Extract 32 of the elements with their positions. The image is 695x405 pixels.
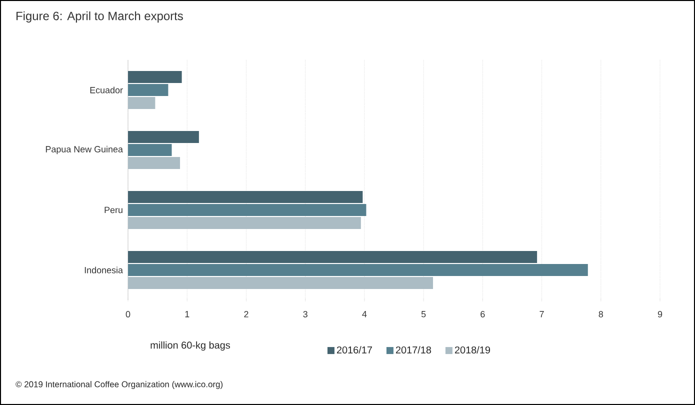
x-tick-label: 0 — [126, 311, 130, 318]
y-tick-label: Indonesia — [84, 266, 123, 274]
text: © 2019 International Coffee Organization (www.ico.org) — [16, 381, 223, 389]
bar — [128, 204, 366, 216]
bar — [128, 144, 172, 156]
x-tick-label: 8 — [598, 311, 603, 318]
x-tick-label: 1 — [185, 311, 190, 318]
legend-label: 2017/18 — [396, 346, 432, 354]
x-tick-label: 2 — [244, 311, 248, 318]
bar — [128, 251, 538, 264]
bar — [128, 131, 199, 143]
bar — [128, 157, 180, 169]
chart-title: Figure 6: April to March exports — [16, 11, 183, 23]
bar — [128, 97, 156, 109]
x-tick-label: 5 — [421, 311, 426, 318]
bar — [128, 264, 588, 276]
bar — [128, 191, 363, 203]
x-tick-label: 9 — [658, 311, 662, 318]
y-tick-label: Peru — [104, 206, 122, 214]
x-axis-title: million 60-kg bags — [150, 341, 230, 351]
bar — [128, 217, 361, 229]
legend-label: 2016/17 — [336, 346, 372, 354]
y-tick-label: Papua New Guinea — [46, 146, 123, 154]
legend-label: 2018/19 — [454, 346, 490, 354]
bar — [128, 84, 168, 96]
y-tick-label: Ecuador — [90, 86, 123, 94]
x-tick-label: 3 — [303, 311, 308, 318]
bar — [128, 277, 434, 290]
x-tick-label: 6 — [480, 311, 485, 318]
x-tick-label: 4 — [362, 311, 367, 318]
bar — [128, 71, 182, 83]
x-tick-label: 7 — [540, 311, 544, 318]
